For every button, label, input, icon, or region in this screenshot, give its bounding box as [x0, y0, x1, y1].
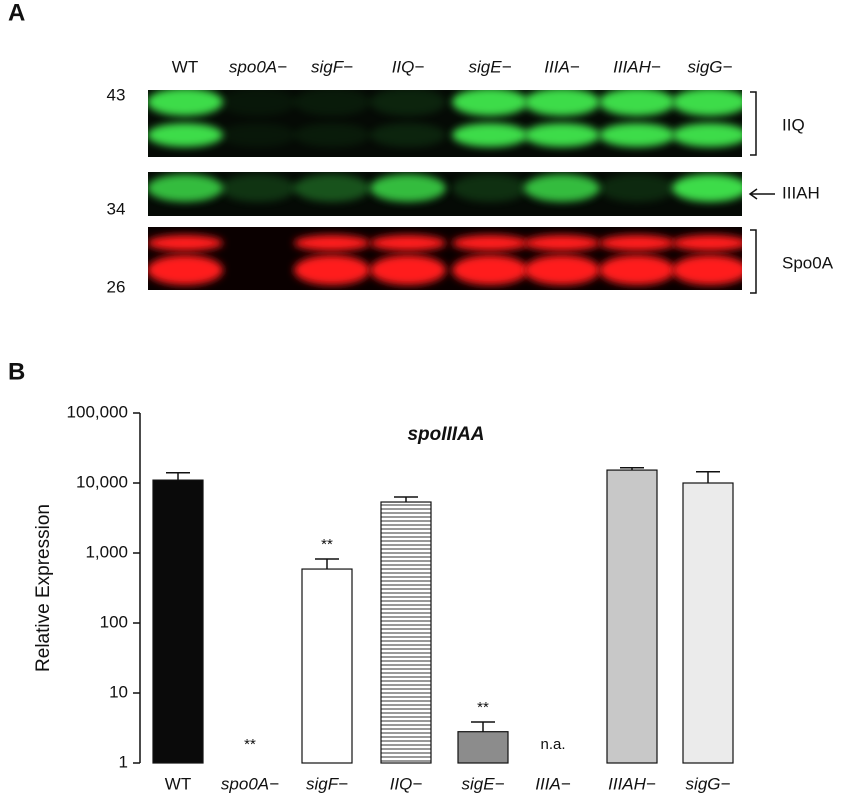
panel-label: A — [8, 0, 25, 26]
x-tick-label: IIQ− — [390, 774, 423, 793]
band-label: IIIAH — [782, 183, 820, 202]
band-label: IIQ — [782, 115, 805, 134]
blot-band — [599, 235, 675, 251]
blot-band — [294, 255, 370, 285]
lane-label: IIIAH− — [613, 57, 661, 76]
blot-band — [220, 90, 296, 116]
bar — [606, 469, 658, 764]
blot-band — [452, 235, 528, 251]
blot-band — [220, 123, 296, 147]
blot-band — [452, 90, 528, 116]
bracket — [750, 229, 757, 294]
y-tick-label: 100,000 — [67, 402, 128, 421]
blot-band — [148, 255, 223, 285]
blot-band — [672, 235, 742, 251]
bar — [457, 731, 509, 764]
blot-band — [148, 235, 223, 251]
blot-band — [672, 123, 742, 147]
annotation: ** — [477, 699, 489, 716]
chart-title: spoIIIAA — [407, 424, 484, 445]
lane-label: WT — [172, 57, 198, 76]
bar — [301, 568, 353, 764]
lane-label: sigF− — [311, 57, 353, 76]
blot-band — [148, 90, 223, 116]
y-tick-label: 100 — [100, 612, 128, 631]
blot-band — [370, 235, 446, 251]
blot-band — [524, 174, 600, 202]
x-tick-label: sigE− — [462, 774, 505, 793]
blot-band — [524, 90, 600, 116]
blot-band — [294, 123, 370, 147]
blot-band — [672, 90, 742, 116]
blot-band — [524, 123, 600, 147]
bracket — [750, 91, 757, 156]
marker: 43 — [107, 85, 126, 104]
lane-label: spo0A− — [229, 57, 287, 76]
y-axis-label: Relative Expression — [33, 504, 54, 672]
bar — [380, 501, 432, 764]
blot-band — [294, 174, 370, 202]
blot-band — [524, 255, 600, 285]
x-tick-label: IIIA− — [535, 774, 571, 793]
blot-band — [220, 174, 296, 202]
blot-band — [452, 255, 528, 285]
y-tick-label: 10,000 — [76, 472, 128, 491]
bar — [682, 482, 734, 764]
blot-band — [370, 174, 446, 202]
y-tick-label: 10 — [109, 682, 128, 701]
x-tick-label: spo0A− — [221, 774, 279, 793]
annotation: ** — [321, 536, 333, 553]
panel-label: B — [8, 358, 25, 385]
lane-label: sigG− — [688, 57, 733, 76]
blot-band — [148, 123, 223, 147]
x-tick-label: sigF− — [306, 774, 348, 793]
blot-row — [148, 90, 742, 147]
blot-bands — [148, 90, 742, 285]
blot-band — [599, 174, 675, 202]
marker: 26 — [107, 277, 126, 296]
marker: 34 — [107, 199, 126, 218]
x-tick-label: WT — [165, 774, 191, 793]
lane-label: sigE− — [469, 57, 512, 76]
blot-band — [599, 90, 675, 116]
blot-band — [294, 90, 370, 116]
blot-band — [370, 123, 446, 147]
blot-band — [672, 174, 742, 202]
blot-band — [599, 123, 675, 147]
y-tick-label: 1 — [119, 752, 128, 771]
arrow — [748, 188, 775, 200]
annotation: n.a. — [540, 736, 565, 753]
blot-band — [599, 255, 675, 285]
lane-label: IIIA− — [544, 57, 580, 76]
bar — [152, 479, 204, 764]
blot-band — [524, 235, 600, 251]
blot-band — [370, 255, 446, 285]
blot-row — [148, 174, 742, 202]
annotation: ** — [244, 736, 256, 753]
blot-row — [148, 235, 742, 285]
y-tick-label: 1,000 — [85, 542, 128, 561]
x-tick-label: sigG− — [686, 774, 731, 793]
band-label: Spo0A — [782, 253, 834, 272]
blot-band — [294, 235, 370, 251]
blot-band — [452, 123, 528, 147]
blot-band — [452, 174, 528, 202]
blot-band — [148, 174, 223, 202]
x-tick-label: IIIAH− — [608, 774, 656, 793]
lane-label: IIQ− — [392, 57, 425, 76]
blot-band — [672, 255, 742, 285]
blot-band — [370, 90, 446, 116]
